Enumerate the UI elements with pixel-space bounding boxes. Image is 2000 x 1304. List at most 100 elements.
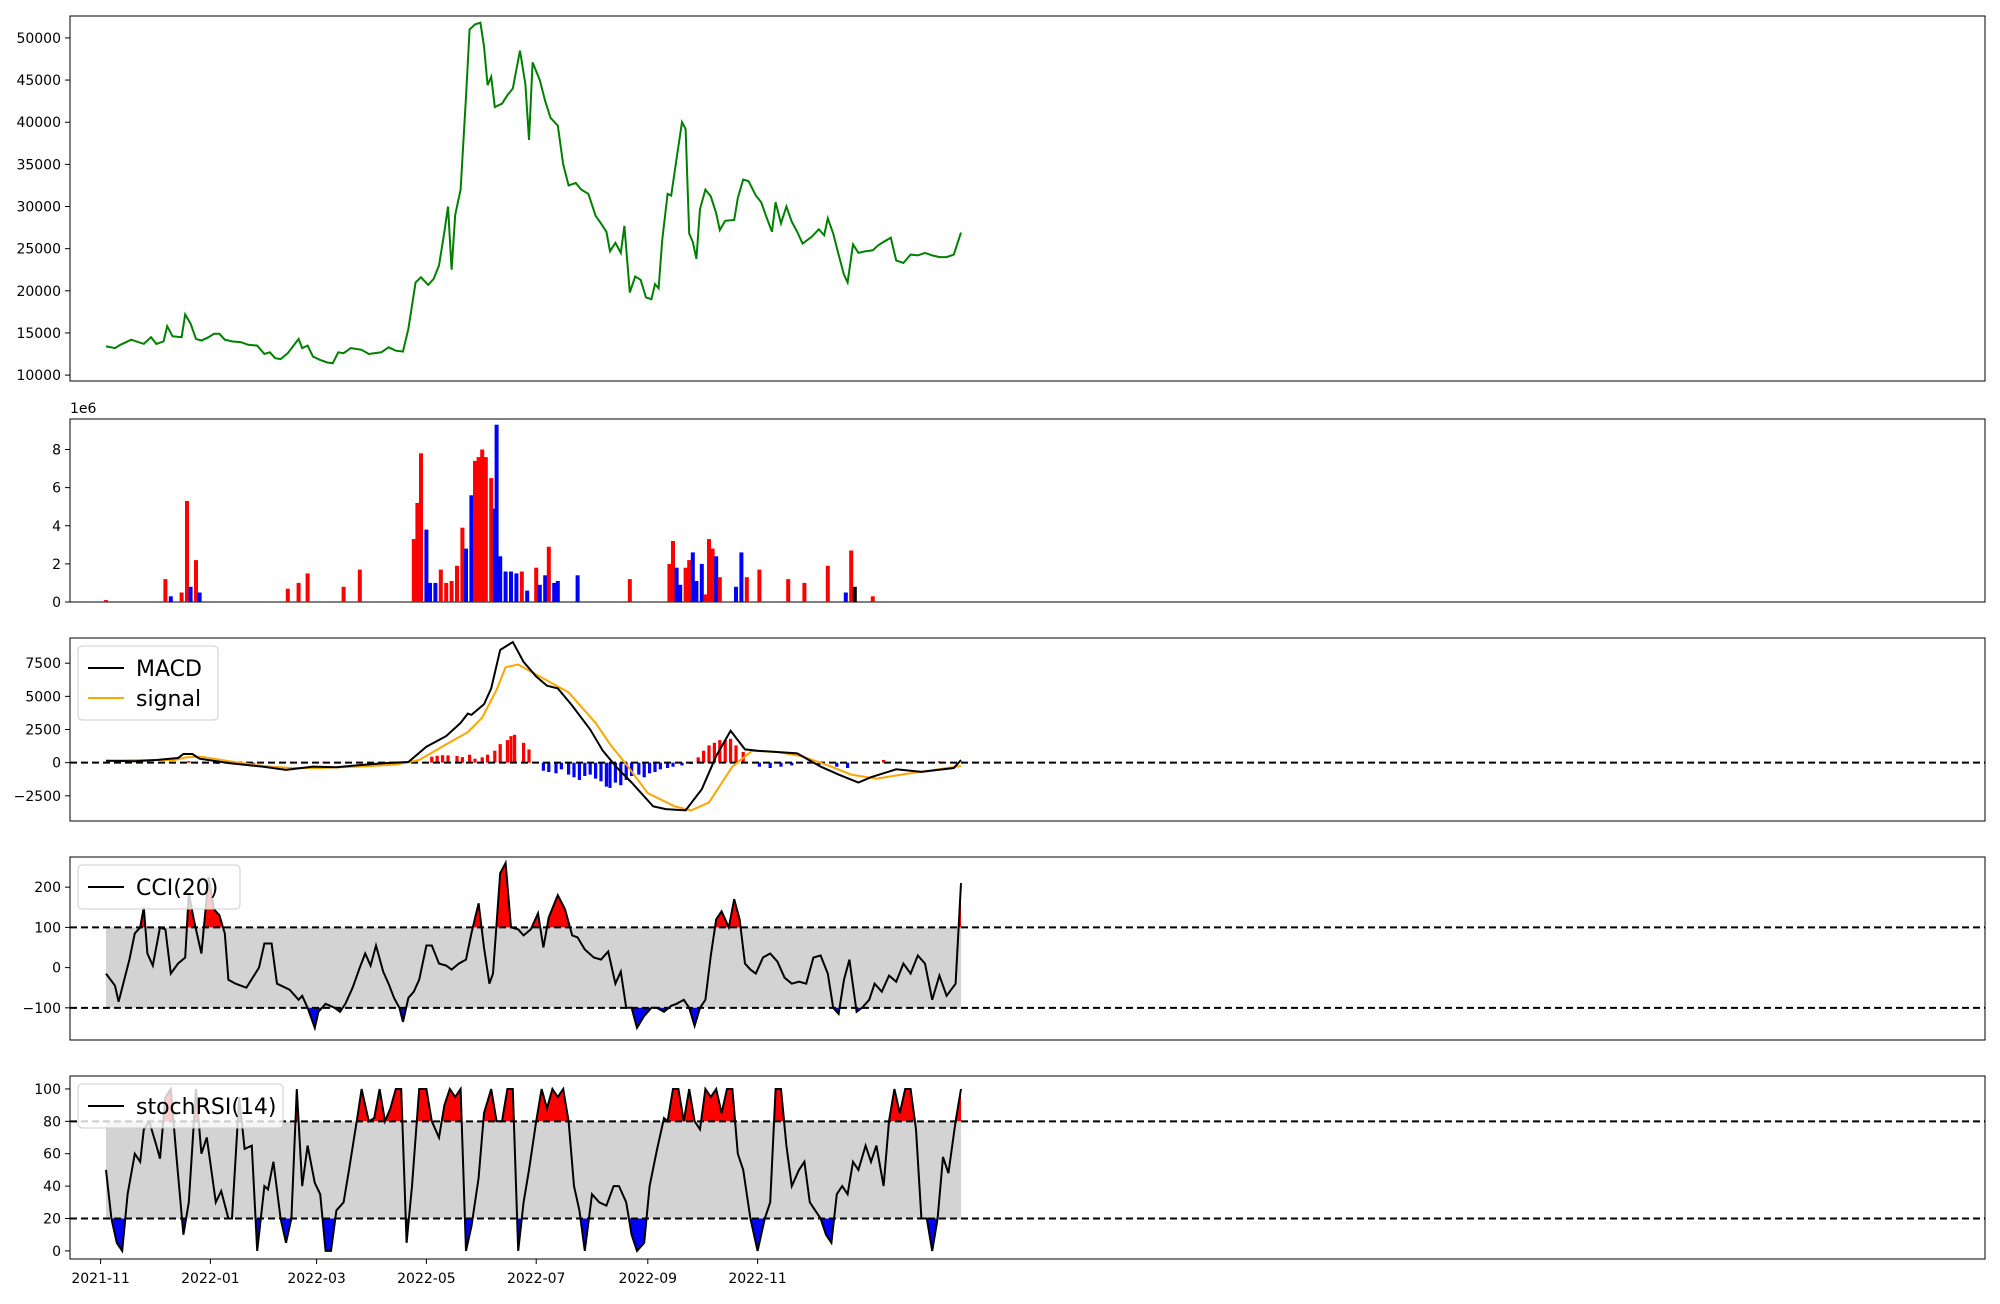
macd-histogram-bar [522, 742, 526, 763]
stochrsi-oversold-fill [750, 1218, 765, 1251]
macd-histogram-bar [653, 762, 657, 772]
macd-histogram-bar [594, 762, 598, 779]
volume-bar [849, 550, 854, 602]
macd-histogram-bar [696, 757, 700, 763]
stochrsi-legend: stochRSI(14) [77, 1083, 284, 1129]
cci-legend: CCI(20) [77, 864, 241, 910]
macd-histogram-bar [554, 762, 558, 774]
macd-histogram-bar [619, 762, 623, 786]
macd-histogram-bar [252, 762, 256, 764]
volume-bar [786, 579, 791, 602]
macd-histogram-bar [624, 762, 628, 780]
macd-ytick-label: 5000 [25, 689, 61, 705]
stochrsi-overbought-fill [683, 1089, 695, 1122]
macd-histogram-bar [757, 762, 761, 767]
price-line [105, 21, 962, 365]
macd-histogram-bar [441, 755, 445, 763]
volume-bar [503, 571, 508, 602]
macd-histogram-bar [835, 762, 839, 767]
volume-bar [707, 539, 711, 602]
volume-bar [683, 567, 688, 602]
macd-histogram-bar [547, 762, 551, 772]
macd-histogram-bar [498, 744, 502, 763]
macd-histogram-bar [707, 745, 711, 763]
macd-ytick-label: −2500 [14, 789, 61, 805]
macd-histogram-bar [583, 762, 587, 776]
macd-ytick-label: 0 [52, 756, 61, 772]
volume-bar [843, 592, 848, 602]
macd-histogram-bar [882, 760, 886, 763]
volume-bar [852, 586, 857, 603]
macd-histogram-bar [846, 762, 850, 768]
x-axis-tick-label: 2022-03 [287, 1271, 346, 1287]
volume-bar [710, 548, 715, 602]
legend-label: signal [136, 687, 201, 712]
stochrsi-line [105, 1085, 962, 1254]
macd-histogram-bar [648, 762, 652, 774]
macd-histogram-bar [599, 762, 603, 782]
volume-bar [825, 565, 830, 602]
macd-histogram-bar [513, 734, 517, 763]
cci-overbought-fill [547, 895, 570, 928]
volume-bar [473, 460, 477, 602]
macd-line [105, 640, 962, 812]
macd-histogram-bar [430, 756, 434, 763]
legend-label: stochRSI(14) [136, 1095, 277, 1120]
volume-bar [428, 582, 432, 602]
cci-line [105, 859, 962, 1032]
volume-bar [419, 453, 423, 602]
legend-label: CCI(20) [136, 876, 218, 901]
price-ytick-label: 35000 [16, 157, 61, 173]
macd-histogram-bar [613, 762, 617, 783]
macd-histogram-bar [790, 762, 794, 766]
price-ytick-label: 10000 [16, 368, 61, 384]
volume-bar [438, 569, 443, 602]
stochrsi-oversold-fill [111, 1218, 126, 1251]
stochrsi-overbought-fill [483, 1089, 497, 1122]
volume-bar [674, 567, 679, 602]
macd-histogram-bar [480, 757, 484, 763]
macd-histogram-bar [486, 754, 490, 763]
stochrsi-ytick-label: 20 [43, 1212, 61, 1228]
cci-ytick-label: 100 [34, 920, 61, 936]
volume-bar [424, 529, 429, 602]
macd-histogram-bar [608, 762, 612, 788]
macd-histogram-bar [559, 762, 563, 770]
volume-bar [444, 582, 449, 602]
macd-histogram-bar [680, 762, 684, 766]
cci-oversold-fill [689, 1007, 700, 1026]
volume-ytick-label: 4 [52, 519, 61, 535]
stochrsi-ytick-label: 60 [43, 1147, 61, 1163]
stochrsi-oversold-fill [580, 1218, 589, 1251]
volume-bar [498, 556, 503, 603]
volume-ytick-label: 6 [52, 481, 61, 497]
macd-histogram-bar [734, 745, 738, 763]
volume-panel-frame [69, 418, 1986, 603]
macd-histogram-bar [630, 762, 634, 776]
price-ytick-label: 30000 [16, 200, 61, 216]
volume-bar [197, 592, 202, 602]
volume-bar [305, 573, 310, 602]
x-axis-tick-label: 2022-11 [728, 1271, 787, 1287]
stochrsi-ytick-label: 40 [43, 1179, 61, 1195]
volume-bar [483, 457, 488, 602]
volume-bar [671, 541, 675, 602]
stochrsi-oversold-fill [820, 1218, 835, 1243]
legend-frame [77, 1083, 284, 1129]
stochrsi-ytick-label: 80 [43, 1114, 61, 1130]
volume-bar [357, 569, 362, 602]
macd-histogram-bar [509, 736, 513, 763]
volume-bar [802, 582, 807, 602]
volume-bar [469, 495, 474, 603]
volume-bar [494, 424, 499, 602]
volume-bar [296, 582, 301, 602]
macd-histogram-bar [505, 740, 509, 763]
volume-bar [703, 594, 708, 602]
volume-ytick-label: 0 [52, 595, 61, 611]
macd-histogram-bar [658, 762, 662, 770]
volume-bar [411, 539, 416, 602]
volume-bar [464, 548, 468, 602]
stochrsi-overbought-fill [536, 1089, 569, 1122]
macd-histogram-bar [468, 754, 472, 763]
